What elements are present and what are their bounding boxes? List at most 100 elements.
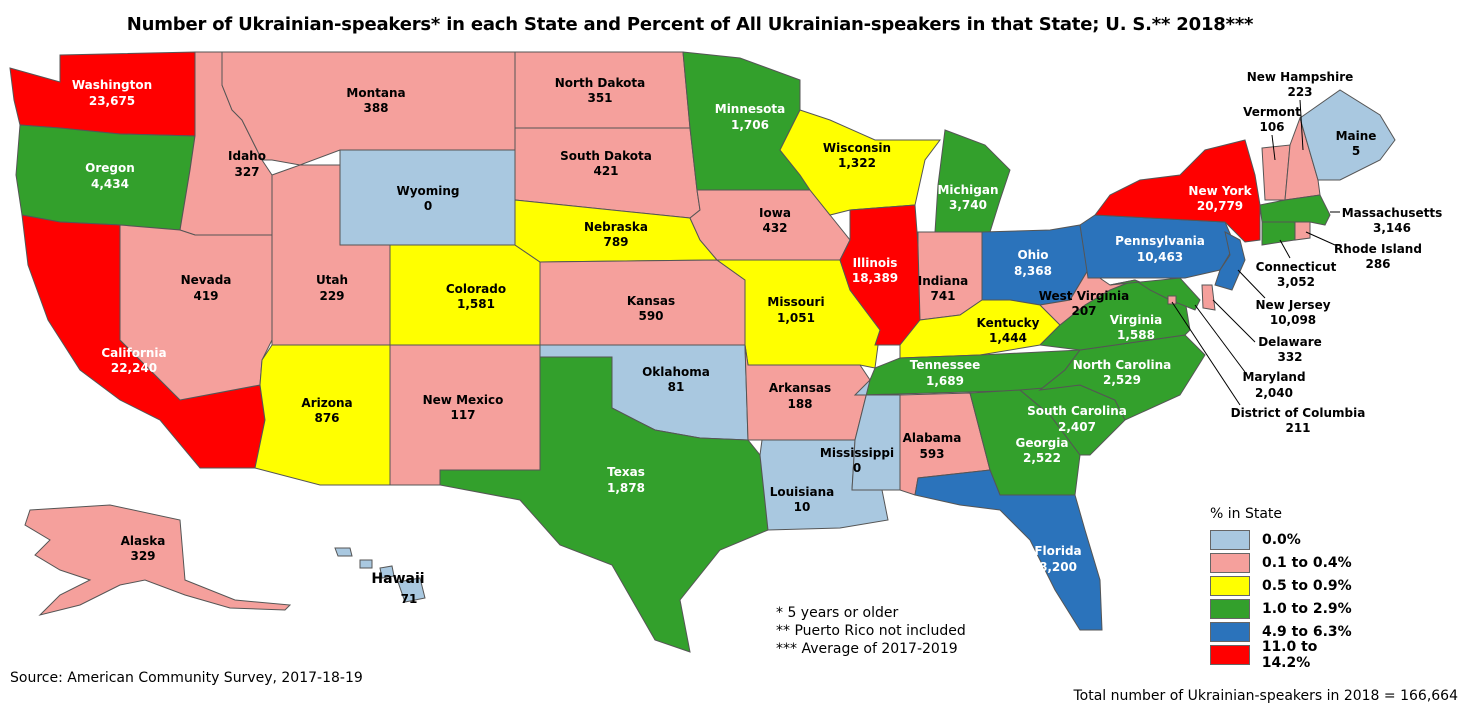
state-HI-2 [359,559,373,569]
footnotes: * 5 years or older ** Puerto Rico not in… [776,604,966,658]
state-NV [119,224,273,401]
label-name-ID: Idaho [228,149,266,163]
state-CT [1261,221,1296,246]
label-name-AK: Alaska [121,534,166,548]
label-name-IA: Iowa [759,206,791,220]
label-value-CT: 3,052 [1277,275,1315,289]
label-value-IN: 741 [930,289,955,303]
label-name-IN: Indiana [918,274,968,288]
label-name-OR: Oregon [85,161,135,175]
label-value-DE: 332 [1277,350,1302,364]
label-value-UT: 229 [319,289,344,303]
label-value-FL: 8,200 [1039,560,1077,574]
label-name-PA: Pennsylvania [1115,234,1205,248]
state-ND [514,51,691,129]
label-name-MS: Mississippi [820,446,894,460]
label-value-NJ: 10,098 [1270,313,1316,327]
label-name-NH: New Hampshire [1247,70,1354,84]
legend-swatch [1210,529,1250,550]
label-value-VT: 106 [1259,120,1284,134]
label-value-DC: 211 [1285,421,1310,435]
label-name-MO: Missouri [767,295,824,309]
label-value-ND: 351 [587,91,612,105]
label-name-ND: North Dakota [555,76,645,90]
label-value-OR: 4,434 [91,177,129,191]
state-MD [1109,277,1201,311]
label-name-CA: California [101,346,166,360]
label-value-RI: 286 [1365,257,1390,271]
label-value-VA: 1,588 [1117,328,1155,342]
state-RI [1294,221,1311,241]
label-value-WY: 0 [424,199,432,213]
label-name-AL: Alabama [903,431,962,445]
label-value-IA: 432 [762,221,787,235]
label-value-KS: 590 [638,309,663,323]
state-DE [1201,284,1216,311]
legend-label: 1.0 to 2.9% [1262,600,1352,617]
label-value-LA: 10 [794,500,811,514]
label-value-OK: 81 [668,380,685,394]
label-value-CA: 22,240 [111,361,157,375]
label-value-WV: 207 [1071,304,1096,318]
label-name-WV: West Virginia [1039,289,1130,303]
label-name-VA: Virginia [1110,313,1163,327]
label-value-MN: 1,706 [731,118,769,132]
label-name-ME: Maine [1336,129,1377,143]
label-value-WA: 23,675 [89,94,135,108]
legend-swatch [1210,552,1250,573]
label-name-GA: Georgia [1016,436,1069,450]
state-HI-3 [379,565,395,579]
label-name-WY: Wyoming [396,184,459,198]
footnote-3: *** Average of 2017-2019 [776,641,958,657]
label-name-NJ: New Jersey [1255,298,1330,312]
label-name-TX: Texas [607,465,645,479]
label-value-ME: 5 [1352,144,1360,158]
footnote-2: ** Puerto Rico not included [776,623,966,639]
label-name-NM: New Mexico [423,393,504,407]
label-name-OH: Ohio [1017,248,1048,262]
label-value-WI: 1,322 [838,156,876,170]
legend-item: 0.5 to 0.9% [1210,574,1370,597]
legend: % in State 0.0% 0.1 to 0.4% 0.5 to 0.9% 1.0… [1210,506,1370,671]
label-name-MI: Michigan [937,183,998,197]
label-name-NV: Nevada [181,273,232,287]
label-value-NV: 419 [193,289,218,303]
label-value-AZ: 876 [314,411,339,425]
label-value-HI: 71 [401,592,418,606]
legend-item: 1.0 to 2.9% [1210,597,1370,620]
label-name-SD: South Dakota [560,149,652,163]
state-NY [1094,139,1261,243]
label-value-MT: 388 [363,101,388,115]
label-name-MD: Maryland [1242,370,1305,384]
label-value-NM: 117 [450,408,475,422]
state-NJ [1214,231,1246,291]
legend-swatch [1210,644,1250,665]
label-value-AK: 329 [130,549,155,563]
label-value-AR: 188 [787,397,812,411]
total-note: Total number of Ukrainian-speakers in 20… [1073,688,1459,704]
map-title: Number of Ukrainian-speakers* in each St… [126,14,1254,35]
label-name-UT: Utah [316,273,348,287]
label-name-IL: Illinois [853,256,898,270]
label-name-KS: Kansas [627,294,675,308]
state-HI-4 [397,577,426,603]
label-value-PA: 10,463 [1137,250,1183,264]
label-name-SC: South Carolina [1027,404,1127,418]
label-value-NC: 2,529 [1103,373,1141,387]
legend-label: 4.9 to 6.3% [1262,623,1352,640]
label-value-GA: 2,522 [1023,451,1061,465]
label-name-MT: Montana [346,86,405,100]
legend-label: 0.0% [1262,531,1301,548]
label-name-CO: Colorado [446,282,506,296]
label-name-KY: Kentucky [977,316,1040,330]
label-value-MO: 1,051 [777,311,815,325]
label-name-AZ: Arizona [301,396,352,410]
state-HI [334,547,353,557]
label-name-MA: Massachusetts [1342,206,1443,220]
label-value-MD: 2,040 [1255,386,1293,400]
legend-label: 0.5 to 0.9% [1262,577,1352,594]
label-value-AL: 593 [919,447,944,461]
label-name-OK: Oklahoma [642,365,710,379]
label-value-SC: 2,407 [1058,420,1096,434]
